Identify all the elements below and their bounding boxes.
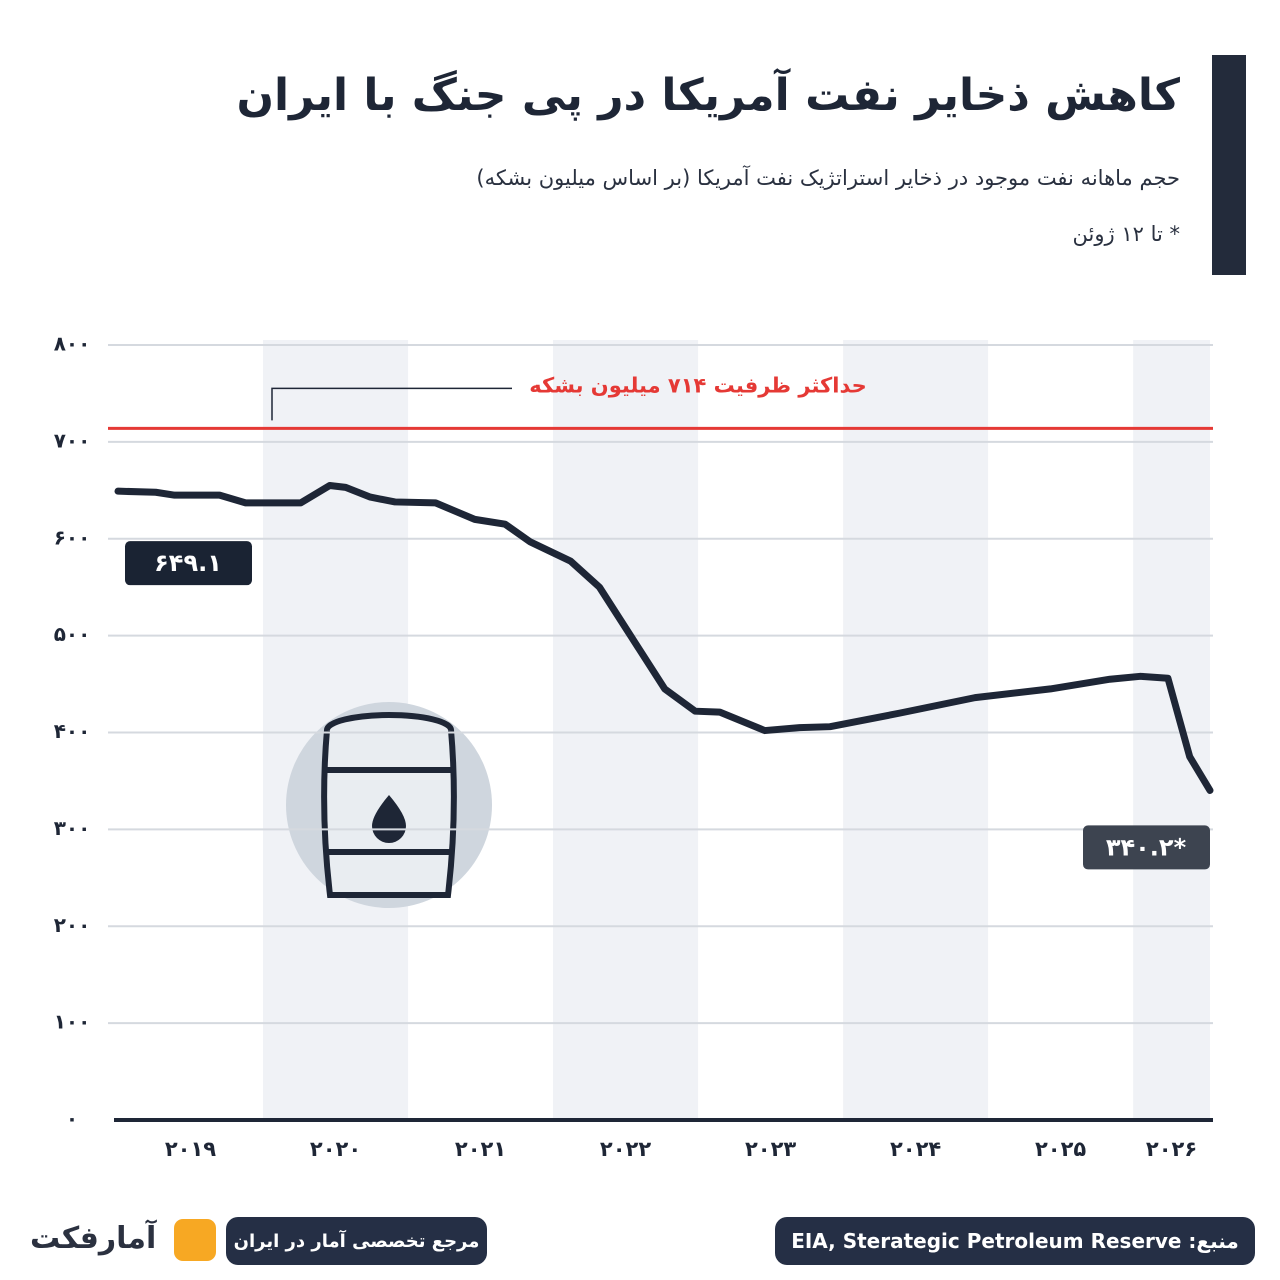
x-tick-label: ۲۰۲۱ (455, 1137, 506, 1161)
value-label-box (1083, 825, 1210, 870)
annotation-leader (271, 387, 512, 421)
value-label-box (125, 541, 252, 586)
value-label: ۳۴۰.۲* (1106, 833, 1187, 861)
x-tick-label: ۲۰۲۶ (1146, 1137, 1197, 1161)
x-tick-label: ۲۰۲۵ (1035, 1137, 1086, 1161)
y-tick-label: ۴۰۰ (54, 719, 91, 743)
capacity-label: حداکثر ظرفیت ۷۱۴ میلیون بشکه (529, 373, 866, 397)
y-tick-label: ۰ (66, 1107, 78, 1131)
accent-bar (1212, 55, 1246, 275)
x-tick-label: ۲۰۲۴ (890, 1137, 941, 1161)
y-tick-label: ۶۰۰ (54, 525, 91, 549)
barrel-icon (286, 702, 492, 908)
y-tick-label: ۳۰۰ (54, 816, 91, 840)
x-tick-label: ۲۰۱۹ (165, 1137, 216, 1161)
barrel-hoops (326, 767, 452, 855)
y-tick-label: ۱۰۰ (54, 1010, 91, 1034)
title: کاهش ذخایر نفت آمریکا در پی جنگ با ایران (236, 70, 1181, 121)
value-label: ۶۴۹.۱ (154, 549, 222, 577)
note: * تا ۱۲ ژوئن (1072, 222, 1180, 246)
year-band (1133, 340, 1210, 1120)
y-tick-label: ۲۰۰ (54, 913, 91, 937)
y-tick-label: ۷۰۰ (54, 428, 91, 452)
tagline: مرجع تخصصی آمار در ایران (226, 1217, 487, 1265)
y-tick-label: ۵۰۰ (54, 622, 91, 646)
oil-drop (372, 795, 406, 843)
year-band (843, 340, 989, 1120)
brand: آمارفکت (30, 1221, 157, 1256)
x-tick-label: ۲۰۲۲ (600, 1137, 651, 1161)
logo-icon (174, 1219, 216, 1261)
chart: ۲۰۱۹ ۲۰۲۰ ۲۰۲۱ ۲۰۲۲ ۲۰۲۳ ۲۰۲۴ ۲۰۲۵ ۲۰۲۶ ۰ ۱۰۰ ۲۰۰ ۳… (54, 332, 1214, 1161)
x-tick-label: ۲۰۲۳ (745, 1137, 796, 1161)
data-line (114, 481, 1214, 794)
subtitle: حجم ماهانه نفت موجود در ذخایر استراتژیک … (476, 166, 1180, 190)
source: منبع: EIA, Sterategic Petroleum Reserve (775, 1217, 1255, 1265)
year-band (553, 340, 699, 1120)
x-tick-label: ۲۰۲۰ (310, 1137, 361, 1161)
y-tick-label: ۸۰۰ (54, 332, 91, 356)
